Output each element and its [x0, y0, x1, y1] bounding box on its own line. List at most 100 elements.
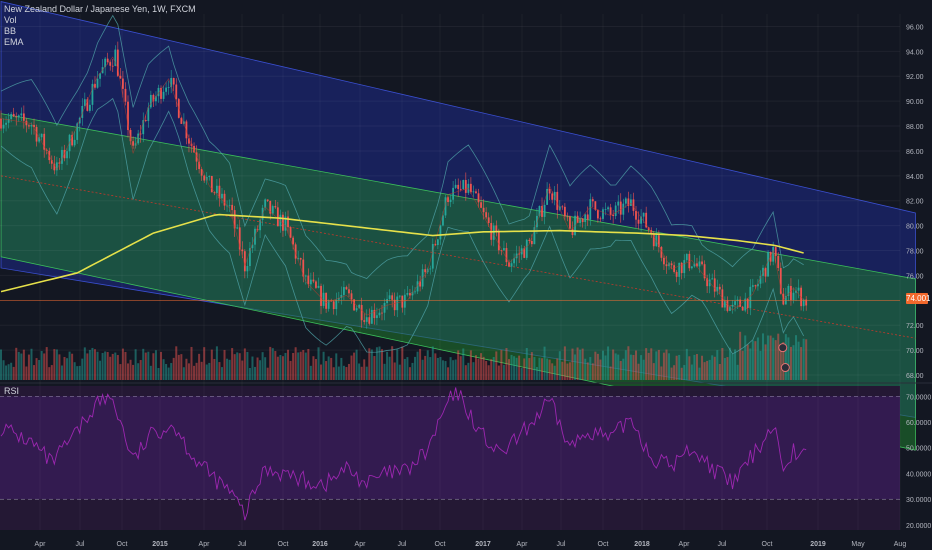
- candle-body[interactable]: [266, 199, 269, 201]
- time-axis[interactable]: Apr Jul Oct 2015 Apr Jul Oct 2016 Apr Jul Oct 2017 A…: [35, 14, 907, 548]
- candle-body[interactable]: [289, 227, 292, 238]
- candle-body[interactable]: [663, 257, 665, 265]
- candle-body[interactable]: [114, 49, 117, 66]
- candle-body[interactable]: [226, 205, 228, 207]
- candle-body[interactable]: [233, 210, 236, 229]
- candle-body[interactable]: [711, 278, 714, 280]
- candle-body[interactable]: [470, 183, 472, 193]
- candle-body[interactable]: [170, 77, 173, 88]
- candle-body[interactable]: [792, 292, 795, 301]
- candle-body[interactable]: [627, 198, 630, 206]
- candle-body[interactable]: [553, 191, 556, 200]
- candle-body[interactable]: [180, 117, 183, 124]
- candle-body[interactable]: [757, 283, 759, 287]
- candle-body[interactable]: [165, 87, 167, 92]
- candle-body[interactable]: [269, 200, 272, 214]
- candle-body[interactable]: [22, 113, 25, 121]
- candle-body[interactable]: [508, 262, 510, 267]
- candle-body[interactable]: [109, 62, 112, 66]
- candle-body[interactable]: [774, 247, 777, 257]
- candle-body[interactable]: [38, 137, 40, 142]
- candle-body[interactable]: [386, 298, 388, 304]
- candle-body[interactable]: [124, 88, 127, 102]
- candle-body[interactable]: [696, 263, 698, 267]
- candle-body[interactable]: [482, 207, 485, 213]
- candle-body[interactable]: [688, 253, 691, 269]
- candle-body[interactable]: [28, 125, 30, 127]
- candle-body[interactable]: [365, 317, 368, 322]
- candle-body[interactable]: [71, 134, 74, 146]
- candle-body[interactable]: [767, 251, 769, 277]
- candle-body[interactable]: [457, 184, 460, 189]
- candle-body[interactable]: [500, 250, 503, 252]
- candle-body[interactable]: [231, 204, 234, 211]
- candle-body[interactable]: [548, 188, 551, 194]
- candle-body[interactable]: [741, 306, 744, 311]
- candle-body[interactable]: [464, 179, 467, 193]
- candle-body[interactable]: [541, 206, 543, 217]
- candle-body[interactable]: [104, 58, 107, 68]
- candle-body[interactable]: [203, 175, 206, 181]
- candle-body[interactable]: [175, 84, 178, 100]
- candle-body[interactable]: [149, 94, 152, 108]
- candle-body[interactable]: [411, 292, 414, 296]
- candle-body[interactable]: [325, 292, 328, 309]
- candle-body[interactable]: [660, 246, 663, 258]
- candle-body[interactable]: [0, 118, 2, 129]
- candle-body[interactable]: [495, 225, 498, 231]
- candle-body[interactable]: [287, 216, 289, 228]
- candle-body[interactable]: [302, 259, 305, 277]
- candle-body[interactable]: [200, 169, 203, 176]
- bollinger-indicator-label[interactable]: BB: [4, 26, 17, 36]
- candle-body[interactable]: [764, 267, 767, 277]
- candle-body[interactable]: [312, 279, 315, 282]
- candle-body[interactable]: [294, 244, 297, 259]
- candle-body[interactable]: [795, 290, 797, 293]
- candle-body[interactable]: [2, 124, 5, 129]
- candle-body[interactable]: [630, 199, 632, 206]
- candle-body[interactable]: [729, 306, 731, 311]
- candle-body[interactable]: [210, 175, 213, 193]
- candle-body[interactable]: [472, 191, 475, 193]
- candle-body[interactable]: [205, 176, 208, 181]
- rsi-pane[interactable]: 20.0000 30.0000 40.0000 50.0000 60.0000 70.00…: [0, 382, 932, 530]
- candle-body[interactable]: [17, 115, 20, 118]
- candle-body[interactable]: [619, 201, 622, 215]
- candle-body[interactable]: [360, 305, 363, 321]
- candle-body[interactable]: [398, 295, 401, 297]
- candle-body[interactable]: [406, 293, 409, 295]
- candle-body[interactable]: [320, 285, 322, 306]
- candle-body[interactable]: [624, 198, 627, 204]
- candle-body[interactable]: [487, 217, 490, 224]
- candle-body[interactable]: [746, 298, 749, 308]
- candle-body[interactable]: [739, 299, 742, 307]
- candle-body[interactable]: [749, 286, 752, 308]
- candle-body[interactable]: [83, 99, 86, 106]
- candle-body[interactable]: [566, 216, 569, 218]
- candle-body[interactable]: [680, 262, 683, 274]
- candle-body[interactable]: [724, 300, 726, 308]
- candle-body[interactable]: [642, 212, 645, 217]
- candle-body[interactable]: [416, 281, 419, 292]
- candle-body[interactable]: [388, 295, 391, 299]
- candle-body[interactable]: [127, 101, 129, 130]
- candle-body[interactable]: [708, 279, 711, 287]
- candle-body[interactable]: [602, 209, 604, 219]
- candle-body[interactable]: [355, 308, 358, 311]
- candle-body[interactable]: [284, 216, 287, 231]
- candle-body[interactable]: [591, 199, 594, 202]
- candle-body[interactable]: [33, 124, 35, 128]
- candle-body[interactable]: [525, 239, 528, 258]
- candle-body[interactable]: [373, 309, 376, 319]
- symbol-title[interactable]: New Zealand Dollar / Japanese Yen, 1W, F…: [4, 4, 196, 14]
- candle-body[interactable]: [292, 237, 294, 245]
- candle-body[interactable]: [274, 206, 277, 208]
- candle-body[interactable]: [246, 266, 249, 272]
- candle-body[interactable]: [787, 285, 790, 296]
- candle-body[interactable]: [414, 291, 416, 293]
- candle-body[interactable]: [144, 120, 147, 122]
- candle-body[interactable]: [772, 247, 775, 262]
- candle-body[interactable]: [167, 87, 170, 88]
- candle-body[interactable]: [424, 269, 427, 273]
- candle-body[interactable]: [188, 138, 190, 144]
